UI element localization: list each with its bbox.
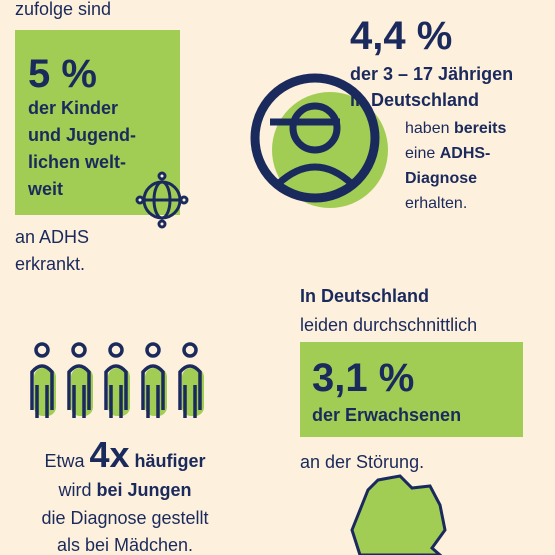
text-line: an ADHS: [15, 227, 90, 247]
percent: 4,4 %: [350, 14, 453, 58]
text-part: bereits: [453, 120, 507, 137]
text-part: ADHS-: [439, 145, 491, 162]
text-part: häufiger: [129, 451, 206, 471]
text-line: eine ADHS-: [405, 143, 490, 165]
person-icon: [250, 73, 388, 208]
percent: 5 %: [28, 52, 97, 96]
text-part: haben: [405, 120, 454, 137]
text-part: bei Jungen: [96, 480, 192, 500]
text-line: der Kinder: [28, 98, 119, 118]
text-line: als bei Mädchen.: [56, 535, 194, 555]
text-line: Etwa 4x häufiger: [0, 437, 250, 473]
text-part: wird: [58, 480, 97, 500]
text-line: die Diagnose gestellt: [41, 508, 209, 528]
text-line: der Erwachsenen: [312, 405, 462, 425]
text-line: weit: [28, 179, 64, 199]
text-line: Diagnose: [405, 170, 478, 187]
green-box: [300, 342, 523, 437]
text-line: wird bei Jungen: [0, 479, 250, 501]
text-line: und Jugend-: [28, 125, 136, 145]
text-line: In Deutschland: [300, 286, 430, 306]
people-icons: [30, 342, 206, 420]
percent: 3,1 %: [312, 356, 415, 400]
text-line: der 3 – 17 Jährigen: [350, 64, 514, 84]
text-line: erhalten.: [405, 195, 468, 212]
text-part: Etwa: [44, 451, 90, 471]
text-line: haben bereits: [405, 118, 506, 140]
germany-map: [350, 474, 447, 555]
text-line: an der Störung.: [300, 452, 425, 472]
text-line: lichen welt-: [28, 152, 127, 172]
text-line: in Deutschland: [350, 90, 480, 110]
text-part: 4x: [89, 434, 130, 475]
globe-icon: [135, 171, 189, 229]
intro: zufolge sind: [15, 0, 112, 19]
text-line: leiden durchschnittlich: [300, 315, 478, 335]
text-line: erkrankt.: [15, 254, 86, 274]
text-part: eine: [405, 145, 440, 162]
